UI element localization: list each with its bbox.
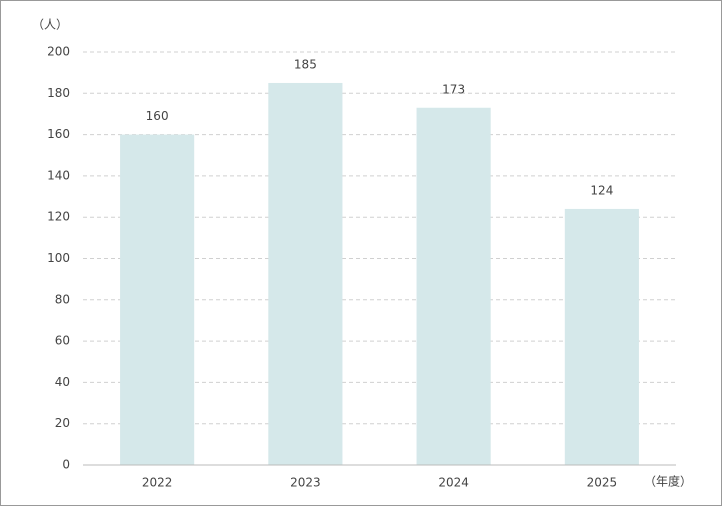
x-tick-label: 2025 — [587, 476, 618, 490]
y-tick-label: 60 — [55, 334, 70, 348]
bar — [120, 134, 195, 465]
y-tick-label: 0 — [62, 458, 70, 472]
y-tick-label: 160 — [47, 127, 70, 141]
x-tick-label: 2024 — [438, 476, 469, 490]
data-label: 185 — [294, 57, 317, 71]
x-axis-label: （年度） — [644, 474, 692, 489]
data-label: 124 — [590, 183, 613, 197]
data-label: 173 — [442, 82, 465, 96]
data-label: 160 — [146, 109, 169, 123]
y-tick-label: 180 — [47, 86, 70, 100]
y-tick-label: 20 — [55, 416, 70, 430]
y-tick-label: 80 — [55, 292, 70, 306]
x-tick-label: 2023 — [290, 476, 321, 490]
bar — [268, 82, 343, 465]
x-tick-label: 2022 — [142, 476, 173, 490]
y-tick-label: 120 — [47, 210, 70, 224]
y-tick-label: 140 — [47, 168, 70, 182]
y-tick-label: 100 — [47, 251, 70, 265]
y-tick-label: 200 — [47, 45, 70, 59]
y-tick-label: 40 — [55, 375, 70, 389]
y-axis-label: （人） — [32, 18, 68, 32]
bar — [416, 107, 491, 465]
bar — [564, 208, 639, 465]
